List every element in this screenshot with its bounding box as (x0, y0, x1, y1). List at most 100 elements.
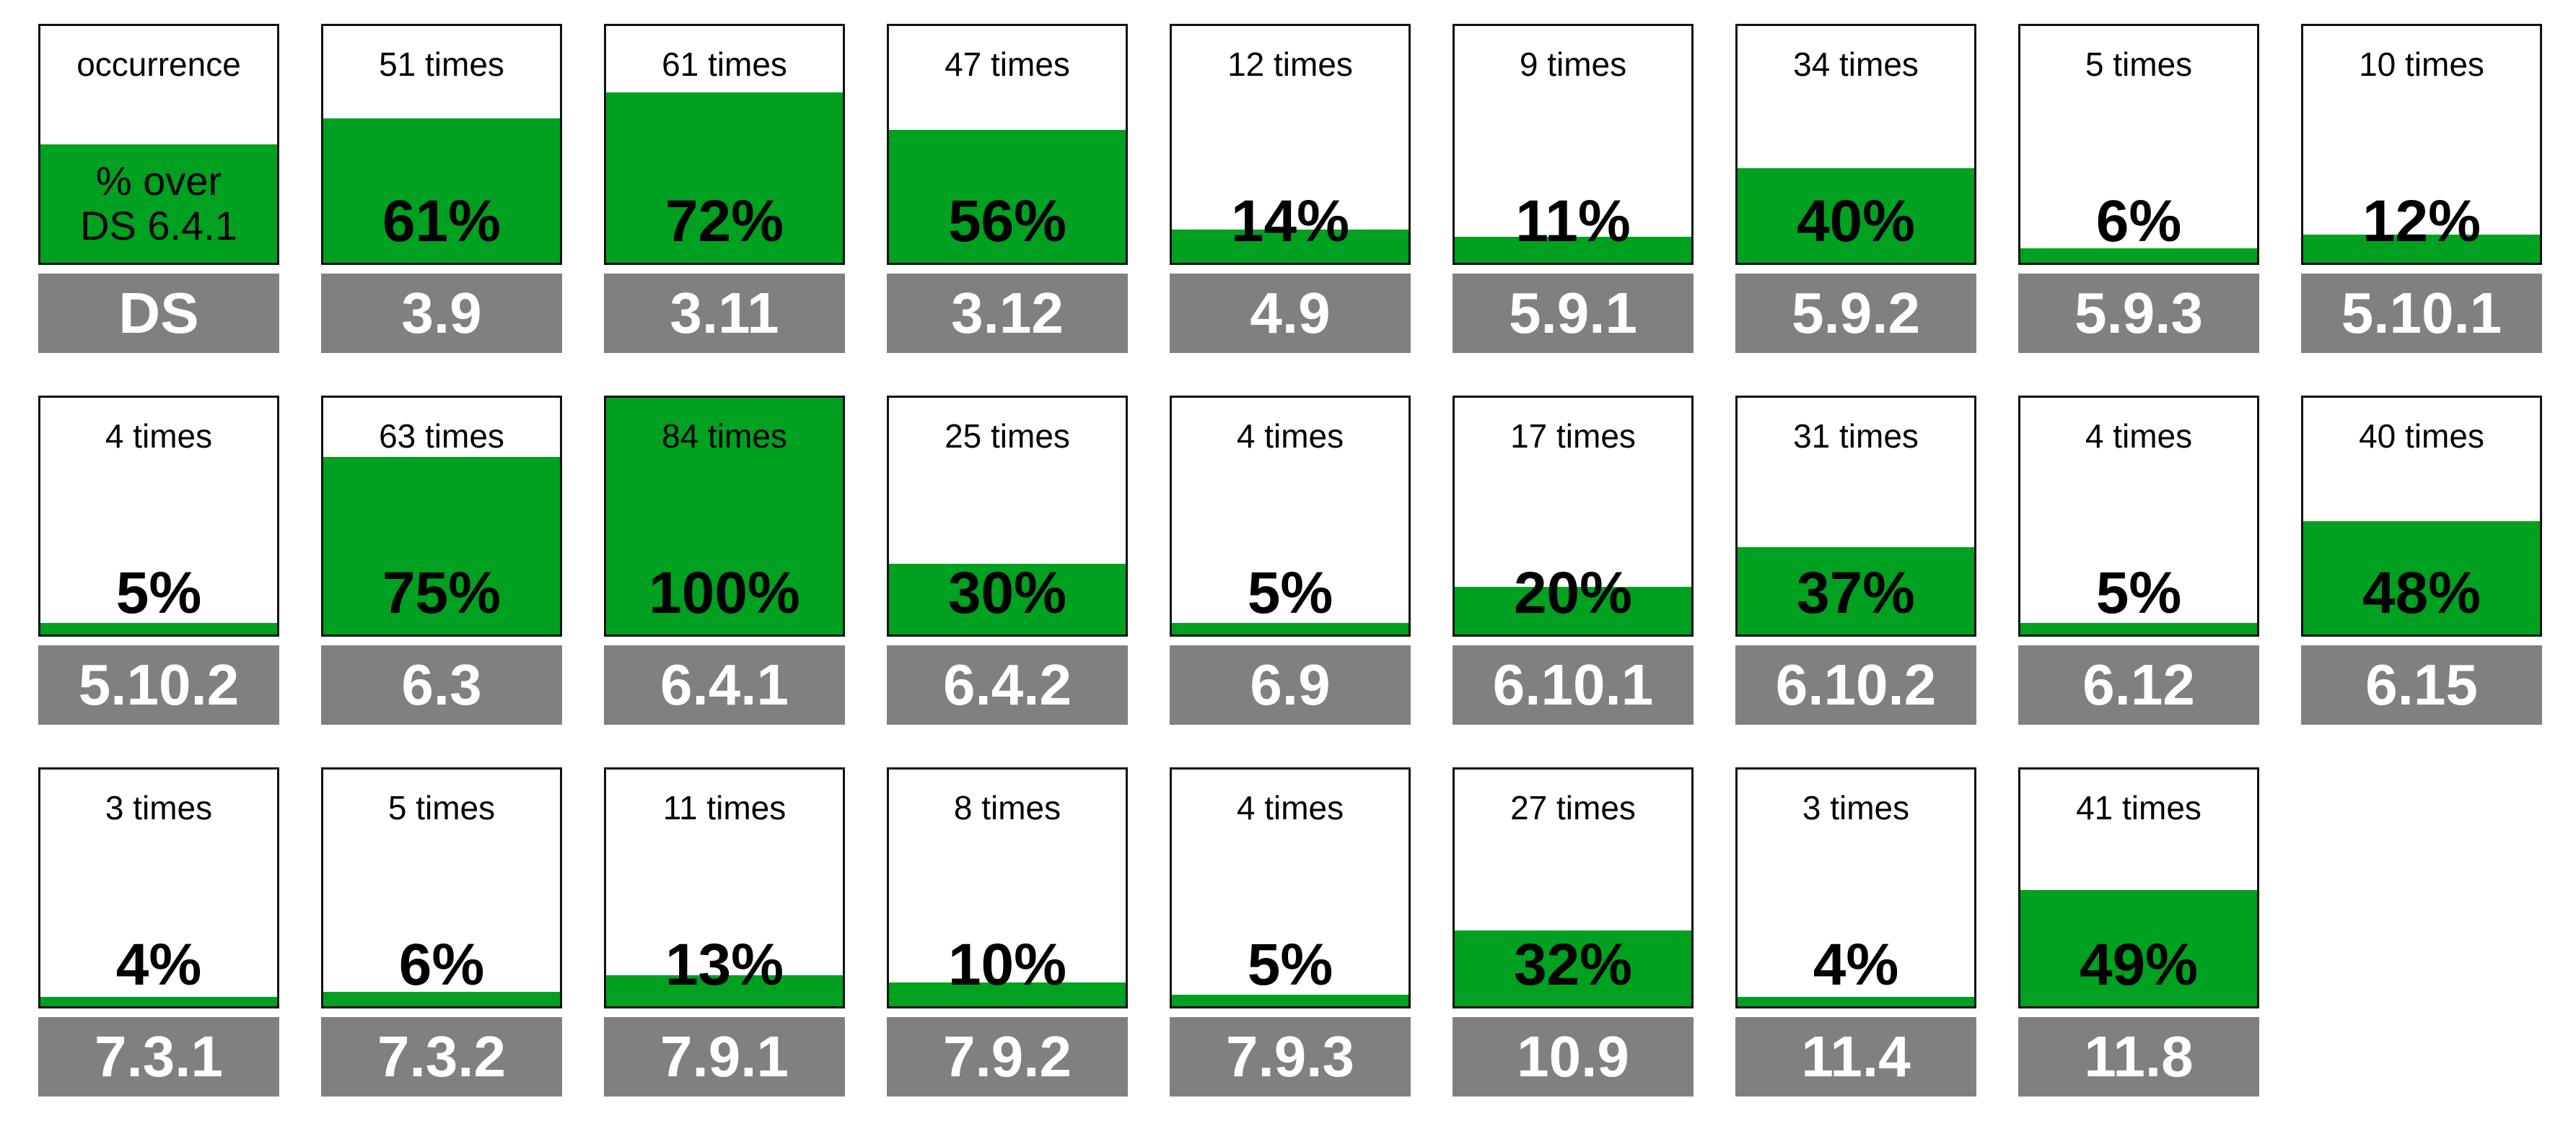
occurrence-label: 34 times (1793, 45, 1919, 83)
bar-box: 25 times 30% (887, 396, 1128, 637)
category-label: 3.12 (887, 274, 1128, 353)
bar-box: 4 times 5% (1170, 767, 1411, 1008)
chart-tile: 12 times 14% 4.9 (1170, 24, 1411, 363)
bar-fill (2303, 520, 2540, 635)
percent-label: 13% (665, 932, 784, 998)
occurrence-label: 11 times (662, 789, 787, 827)
legend-tile: occurrence % over DS 6.4.1 DS (38, 24, 279, 363)
category-label: 6.15 (2301, 645, 2542, 725)
category-label: 7.3.2 (321, 1017, 562, 1097)
category-label: 3.9 (321, 274, 562, 353)
bar-box: 12 times 14% (1170, 24, 1411, 265)
occurrence-label: 12 times (1227, 45, 1353, 83)
chart-tile: 40 times 48% 6.15 (2301, 396, 2542, 735)
chart-tile: 27 times 32% 10.9 (1453, 767, 1694, 1107)
chart-tile: 4 times 5% 7.9.3 (1170, 767, 1411, 1107)
percent-label: 4% (115, 932, 202, 998)
category-label: 5.9.2 (1735, 274, 1976, 353)
percent-label: 4% (1813, 932, 1899, 998)
legend-box: occurrence % over DS 6.4.1 (38, 24, 279, 265)
bar-fill (889, 130, 1126, 263)
chart-tile: 8 times 10% 7.9.2 (887, 767, 1128, 1107)
bar-box: 4 times 5% (38, 396, 279, 637)
percent-label: 32% (1513, 932, 1633, 998)
chart-tile: 31 times 37% 6.10.2 (1735, 396, 1976, 735)
category-label: 7.9.1 (604, 1017, 845, 1097)
chart-tile: 4 times 5% 5.10.2 (38, 396, 279, 735)
percent-label: 61% (382, 188, 501, 254)
bar-box: 3 times 4% (38, 767, 279, 1008)
percent-label: 56% (947, 188, 1067, 254)
occurrence-label: 10 times (2359, 45, 2484, 83)
chart-tile: 5 times 6% 7.3.2 (321, 767, 562, 1107)
occurrence-label: 47 times (945, 45, 1070, 83)
chart-tile: 17 times 20% 6.10.1 (1453, 396, 1694, 735)
percent-label: 14% (1230, 188, 1350, 254)
category-label: 6.12 (2018, 645, 2259, 725)
bar-box: 27 times 32% (1453, 767, 1694, 1008)
bar-fill (606, 975, 843, 1006)
bar-fill (2020, 890, 2257, 1006)
bar-box: 4 times 5% (1170, 396, 1411, 637)
bar-box: 4 times 5% (2018, 396, 2259, 637)
bar-fill (1738, 167, 1974, 263)
category-label: 6.9 (1170, 645, 1411, 725)
category-label: 11.4 (1735, 1017, 1976, 1097)
bar-fill (1172, 622, 1409, 635)
legend-pct-label: % over DS 6.4.1 (40, 159, 277, 248)
occurrence-label: 8 times (953, 789, 1061, 827)
bar-fill (1455, 587, 1691, 635)
category-label: 6.4.1 (604, 645, 845, 725)
percent-label: 11% (1515, 188, 1631, 254)
chart-tile: 4 times 5% 6.12 (2018, 396, 2259, 735)
chart-tile: 5 times 6% 5.9.3 (2018, 24, 2259, 363)
chart-tile: 11 times 13% 7.9.1 (604, 767, 845, 1107)
bar-box: 31 times 37% (1735, 396, 1976, 637)
chart-tile: 10 times 12% 5.10.1 (2301, 24, 2542, 363)
bar-box: 41 times 49% (2018, 767, 2259, 1008)
bar-box: 11 times 13% (604, 767, 845, 1008)
bar-fill (889, 563, 1126, 635)
bar-fill (1455, 930, 1691, 1006)
occurrence-label: 51 times (379, 45, 504, 83)
bar-box: 34 times 40% (1735, 24, 1976, 265)
percent-label: 40% (1796, 188, 1916, 254)
chart-tile: 47 times 56% 3.12 (887, 24, 1128, 363)
category-label: 6.4.2 (887, 645, 1128, 725)
bar-box: 63 times 75% (321, 396, 562, 637)
bar-fill (1172, 994, 1409, 1006)
category-label: 6.10.2 (1735, 645, 1976, 725)
bar-box: 3 times 4% (1735, 767, 1976, 1008)
occurrence-label: 3 times (105, 789, 213, 827)
occurrence-label: 61 times (662, 45, 787, 83)
bar-fill (323, 118, 560, 263)
bar-box: 5 times 6% (2018, 24, 2259, 265)
bar-fill (889, 982, 1126, 1006)
bar-fill (2020, 622, 2257, 635)
occurrence-label: 31 times (1793, 417, 1919, 455)
occurrence-label: 9 times (1519, 45, 1627, 83)
bar-box: 9 times 11% (1453, 24, 1694, 265)
percent-label: 6% (2095, 188, 2182, 254)
category-label: 10.9 (1453, 1017, 1694, 1097)
chart-tile: 3 times 4% 11.4 (1735, 767, 1976, 1107)
percent-label: 12% (2362, 188, 2481, 254)
bar-box: 10 times 12% (2301, 24, 2542, 265)
percent-label: 10% (947, 932, 1067, 998)
bar-fill (40, 622, 277, 635)
occurrence-label: 25 times (945, 417, 1070, 455)
category-label: 7.9.2 (887, 1017, 1128, 1097)
occurrence-label: 4 times (2085, 417, 2193, 455)
chart-tile: 3 times 4% 7.3.1 (38, 767, 279, 1107)
bar-box: 51 times 61% (321, 24, 562, 265)
percent-label: 5% (1247, 560, 1333, 626)
bar-box: 17 times 20% (1453, 396, 1694, 637)
percent-label: 49% (2079, 932, 2199, 998)
bar-box: 8 times 10% (887, 767, 1128, 1008)
bar-fill (40, 996, 277, 1006)
category-label: 3.11 (604, 274, 845, 353)
legend-fill (40, 144, 277, 263)
chart-tile: 61 times 72% 3.11 (604, 24, 845, 363)
occurrence-label: 4 times (1236, 789, 1344, 827)
